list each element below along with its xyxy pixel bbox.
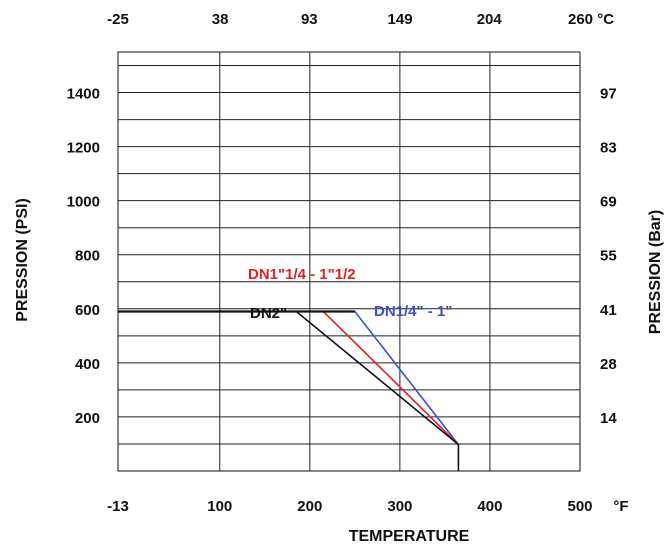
x-tick-label-top: 149 bbox=[388, 11, 413, 28]
y-tick-label-left: 1000 bbox=[67, 194, 100, 211]
y-tick-label-left: 1400 bbox=[67, 86, 100, 103]
plot-border bbox=[117, 51, 581, 472]
x-tick-label-bottom: 400 bbox=[477, 498, 502, 515]
y-tick-label-right: 41 bbox=[600, 302, 617, 319]
x-unit-bottom: °F bbox=[613, 498, 628, 515]
x-tick-label-top: 38 bbox=[212, 11, 229, 28]
x-tick-label-bottom: -13 bbox=[107, 498, 129, 515]
x-tick-label-top: 260 °C bbox=[568, 11, 614, 28]
series-label-black: DN2" bbox=[250, 305, 287, 322]
series-line-blue bbox=[118, 310, 460, 445]
series-lines bbox=[118, 310, 460, 471]
x-tick-label-top: 93 bbox=[301, 11, 318, 28]
y-tick-label-right: 69 bbox=[600, 194, 617, 211]
grid bbox=[117, 51, 581, 472]
y-tick-label-right: 14 bbox=[600, 410, 617, 427]
y-tick-label-left: 200 bbox=[75, 410, 100, 427]
y-tick-label-right: 55 bbox=[600, 248, 617, 265]
series-label-red: DN1"1/4 - 1"1/2 bbox=[248, 266, 356, 283]
x-tick-label-top: 204 bbox=[477, 11, 503, 28]
x-axis-title: TEMPERATURE bbox=[349, 528, 470, 545]
y-tick-label-right: 83 bbox=[600, 140, 617, 157]
y-tick-label-right: 28 bbox=[600, 356, 617, 373]
y-tick-label-left: 400 bbox=[75, 356, 100, 373]
tick-labels: 1400 1200 1000 800 600 400 200 97 83 69 55 41 28 14 -1… bbox=[67, 11, 629, 515]
y-tick-label-left: 600 bbox=[75, 302, 100, 319]
y-tick-label-left: 1200 bbox=[67, 140, 100, 157]
series-label-blue: DN1/4" - 1" bbox=[374, 303, 452, 320]
x-tick-label-bottom: 500 bbox=[567, 498, 592, 515]
y-tick-label-left: 800 bbox=[75, 248, 100, 265]
x-tick-label-bottom: 200 bbox=[297, 498, 322, 515]
y-tick-label-right: 97 bbox=[600, 86, 617, 103]
y-axis-title-right: PRESSION (Bar) bbox=[647, 210, 664, 334]
y-axis-title-left: PRESSION (PSI) bbox=[14, 198, 31, 322]
x-tick-label-bottom: 100 bbox=[207, 498, 232, 515]
x-tick-label-top: -25 bbox=[107, 11, 129, 28]
x-tick-label-bottom: 300 bbox=[387, 498, 412, 515]
